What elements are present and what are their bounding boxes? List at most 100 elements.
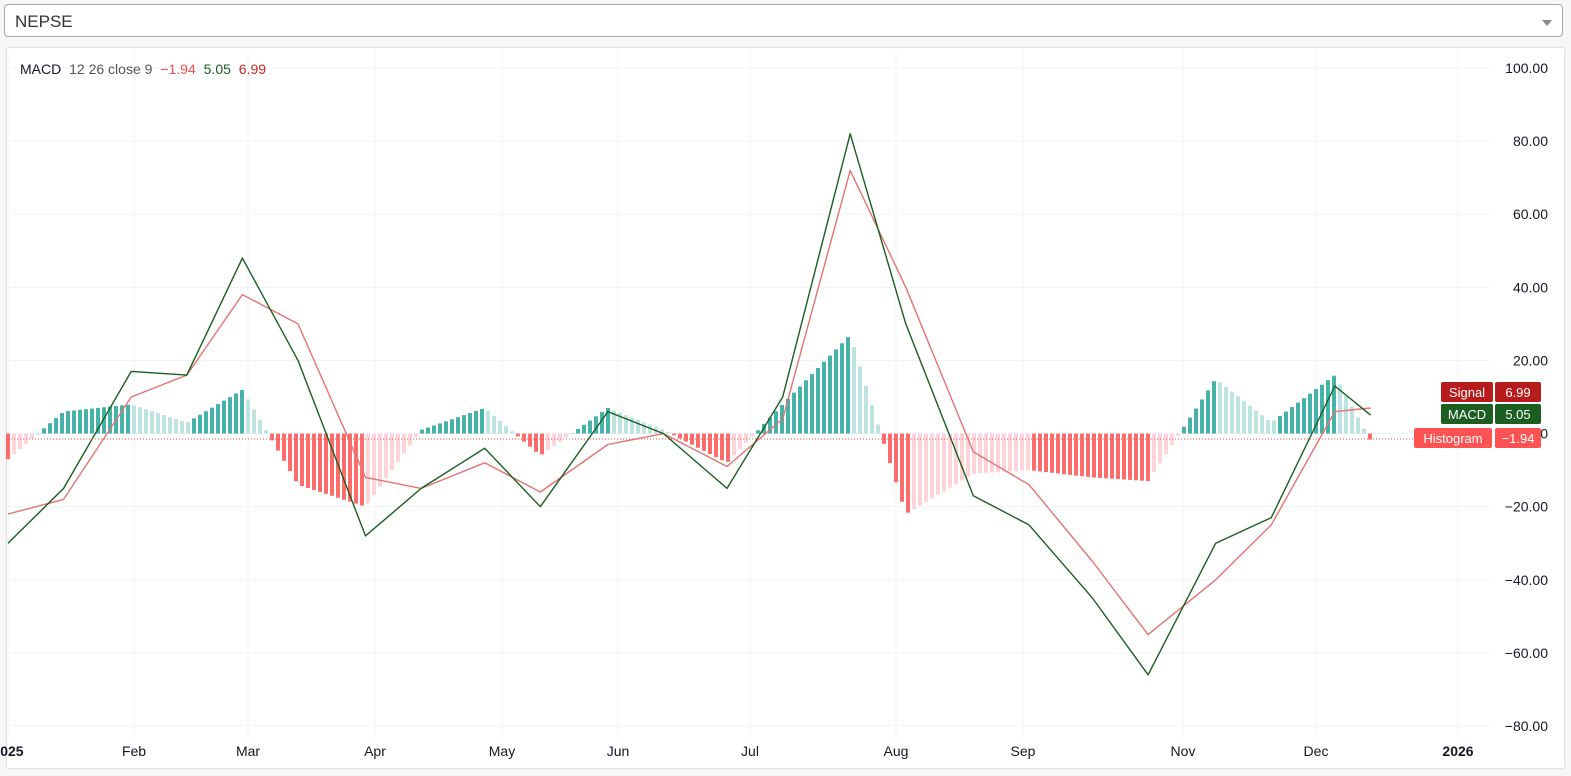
histogram-bar xyxy=(744,433,748,443)
histogram-bar xyxy=(186,421,190,434)
histogram-bar xyxy=(420,429,424,434)
histogram-bar xyxy=(144,409,148,434)
histogram-bar xyxy=(1146,433,1150,482)
histogram-bar xyxy=(1158,433,1162,464)
histogram-bar xyxy=(42,428,46,434)
histogram-bar xyxy=(912,433,916,510)
histogram-bar xyxy=(1320,384,1324,434)
histogram-bar xyxy=(834,349,838,434)
histogram-bar xyxy=(222,400,226,434)
histogram-bar xyxy=(1206,390,1210,434)
histogram-bar xyxy=(720,433,724,461)
histogram-bar xyxy=(1104,433,1108,479)
histogram-bar xyxy=(828,355,832,434)
chevron-down-icon[interactable] xyxy=(1542,20,1552,26)
histogram-bar xyxy=(372,433,376,495)
histogram-bar xyxy=(1122,433,1126,480)
histogram-bar xyxy=(456,417,460,434)
histogram-bar xyxy=(162,415,166,434)
histogram-bar xyxy=(480,408,484,434)
histogram-bar xyxy=(1062,433,1066,475)
histogram-bar xyxy=(618,412,622,434)
histogram-bar xyxy=(1056,433,1060,474)
histogram-bar xyxy=(648,424,652,434)
x-tick-label: Feb xyxy=(122,743,146,759)
histogram-bar xyxy=(534,433,538,452)
histogram-bar xyxy=(978,433,982,474)
histogram-bar xyxy=(702,433,706,451)
histogram-bar xyxy=(126,404,130,434)
histogram-bar xyxy=(894,433,898,483)
signal-line xyxy=(7,169,1371,636)
histogram-bar xyxy=(432,425,436,434)
histogram-bar xyxy=(1134,433,1138,481)
histogram-bar xyxy=(228,397,232,434)
histogram-bar xyxy=(60,413,64,434)
price-tag-value: −1.94 xyxy=(1502,431,1535,446)
histogram-bar xyxy=(678,433,682,439)
price-tag-label: MACD xyxy=(1448,407,1486,422)
histogram-bar xyxy=(984,433,988,473)
histogram-bar xyxy=(1116,433,1120,480)
histogram-bar xyxy=(1278,416,1282,434)
histogram-bar xyxy=(738,433,742,450)
histogram-bar xyxy=(1332,375,1336,434)
histogram-bar xyxy=(1128,433,1132,480)
y-tick-label: 80.00 xyxy=(1513,133,1548,149)
histogram-bar xyxy=(1200,399,1204,434)
histogram-bar xyxy=(612,410,616,434)
price-tag-label: Signal xyxy=(1449,385,1485,400)
chart-legend: MACD 12 26 close 9 −1.94 5.05 6.99 xyxy=(20,61,270,77)
histogram-bar xyxy=(774,411,778,434)
histogram-bar xyxy=(516,433,520,437)
histogram-bar xyxy=(192,418,196,434)
x-tick-label: Mar xyxy=(236,743,260,759)
histogram-bar xyxy=(660,429,664,434)
histogram-bar xyxy=(174,419,178,434)
histogram-bar xyxy=(540,433,544,455)
histogram-bar xyxy=(696,433,700,448)
histogram-bar xyxy=(1230,391,1234,434)
histogram-bar xyxy=(1026,433,1030,471)
histogram-bar xyxy=(732,433,736,456)
histogram-bar xyxy=(66,411,70,434)
histogram-bar xyxy=(30,433,34,439)
histogram-bar xyxy=(900,433,904,502)
histogram-bar xyxy=(210,407,214,434)
histogram-bar xyxy=(72,410,76,434)
price-tag-label-bg xyxy=(1414,428,1492,448)
histogram-bar xyxy=(954,433,958,485)
histogram-bar xyxy=(924,433,928,502)
histogram-bar xyxy=(36,433,40,435)
histogram-bar xyxy=(942,433,946,492)
histogram-bar xyxy=(1176,433,1180,436)
histogram-bar xyxy=(810,374,814,434)
histogram-bar xyxy=(1086,433,1090,477)
histogram-bar xyxy=(264,430,268,434)
histogram-bar xyxy=(1260,415,1264,434)
histogram-bar xyxy=(588,420,592,434)
histogram-bar xyxy=(1050,433,1054,473)
histogram-bar xyxy=(132,405,136,434)
histogram-bar xyxy=(552,433,556,446)
histogram-bar xyxy=(300,433,304,487)
histogram-bar xyxy=(786,398,790,434)
histogram-bar xyxy=(366,433,370,504)
histogram-bar xyxy=(450,419,454,434)
histogram-bar xyxy=(708,433,712,454)
histogram-bar xyxy=(462,415,466,434)
histogram-bar xyxy=(822,361,826,434)
histogram-bar xyxy=(102,407,106,434)
histogram-bar xyxy=(906,433,910,513)
histogram-bar xyxy=(1362,428,1366,434)
histogram-bar xyxy=(1290,407,1294,434)
histogram-bar xyxy=(1272,420,1276,434)
price-tag-value: 5.05 xyxy=(1505,407,1530,422)
histogram-bar xyxy=(1074,433,1078,476)
histogram-bar xyxy=(312,433,316,490)
histogram-bar xyxy=(96,407,100,434)
symbol-select[interactable]: NEPSE xyxy=(4,4,1563,37)
histogram-bar xyxy=(426,427,430,434)
histogram-bar xyxy=(168,417,172,434)
